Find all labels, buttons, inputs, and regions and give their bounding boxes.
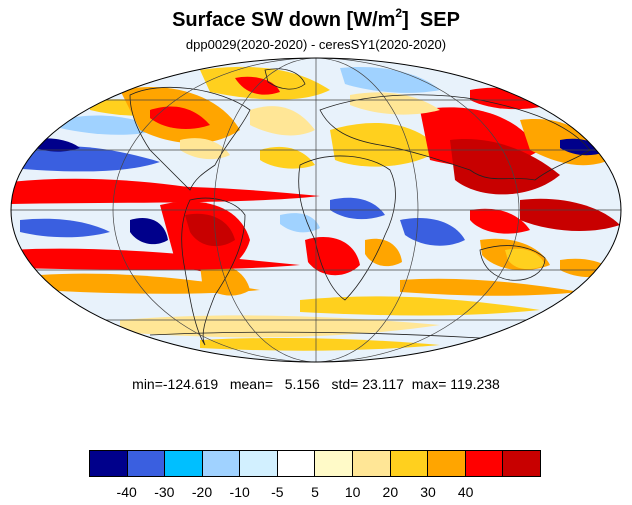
colorbar-swatch [277, 451, 316, 476]
min-value: -124.619 [162, 376, 219, 392]
title-suffix: ] SEP [402, 9, 460, 31]
colorbar-swatch [202, 451, 241, 476]
title-text: Surface SW down [W/m [172, 9, 396, 31]
colorbar-tick-labels: -40 -30 -20 -10 -5 5 10 20 30 40 [89, 484, 541, 502]
colorbar-swatch [240, 451, 278, 476]
southern-ocean-red-band [11, 248, 300, 270]
asia-darkred [450, 139, 560, 195]
colorbar-tick-label: 30 [420, 484, 436, 500]
colorbar-swatch [503, 451, 540, 476]
mean-label: mean= [229, 376, 274, 392]
max-value: 119.238 [450, 376, 500, 392]
africa-blue [330, 197, 385, 220]
colorbar-tick-label: -10 [229, 484, 250, 500]
colorbar-tick-label: 5 [311, 484, 319, 500]
colorbar-swatch [315, 451, 354, 476]
south-america-blue [130, 218, 168, 245]
sahara-orange [330, 122, 440, 167]
colorbar-tick-label: -20 [191, 484, 213, 500]
npacific-blue-band [11, 145, 160, 172]
colorbar [89, 450, 541, 477]
globe-outline [10, 57, 622, 363]
colorbar-swatch [165, 451, 203, 476]
colorbar-swatch [353, 451, 391, 476]
mean-value: 5.156 [284, 376, 320, 392]
plot-title: Surface SW down [W/m2] SEP [0, 6, 632, 32]
colorbar-swatch [127, 451, 166, 476]
colorbar-swatch [465, 451, 504, 476]
statistics-line: min=-124.619 mean= 5.156 std= 23.117 max… [0, 376, 632, 392]
std-value: 23.117 [362, 376, 404, 392]
colorbar-tick-label: 10 [344, 484, 361, 500]
colorbar-tick-label: 40 [457, 484, 474, 500]
colorbar-tick-label: 20 [382, 484, 399, 500]
equatorial-red-band [11, 185, 320, 204]
min-label: min= [132, 376, 163, 392]
plot-subtitle: dpp0029(2020-2020) - ceresSY1(2020-2020) [185, 37, 447, 52]
title-superscript: 2 [395, 6, 403, 20]
antarctic-orange [120, 315, 440, 338]
max-label: max= [411, 376, 447, 392]
colorbar-swatch [428, 451, 466, 476]
colorbar-swatch [90, 451, 128, 476]
colorbar-swatch [390, 451, 429, 476]
graticule [11, 58, 621, 362]
arctic-blue-patch [340, 66, 440, 93]
colorbar-tick-label: -5 [271, 484, 284, 500]
colorbar-tick-label: -30 [154, 484, 175, 500]
colorbar-tick-label: -40 [116, 484, 137, 500]
africa-red [305, 237, 360, 276]
std-label: std= [331, 376, 359, 392]
